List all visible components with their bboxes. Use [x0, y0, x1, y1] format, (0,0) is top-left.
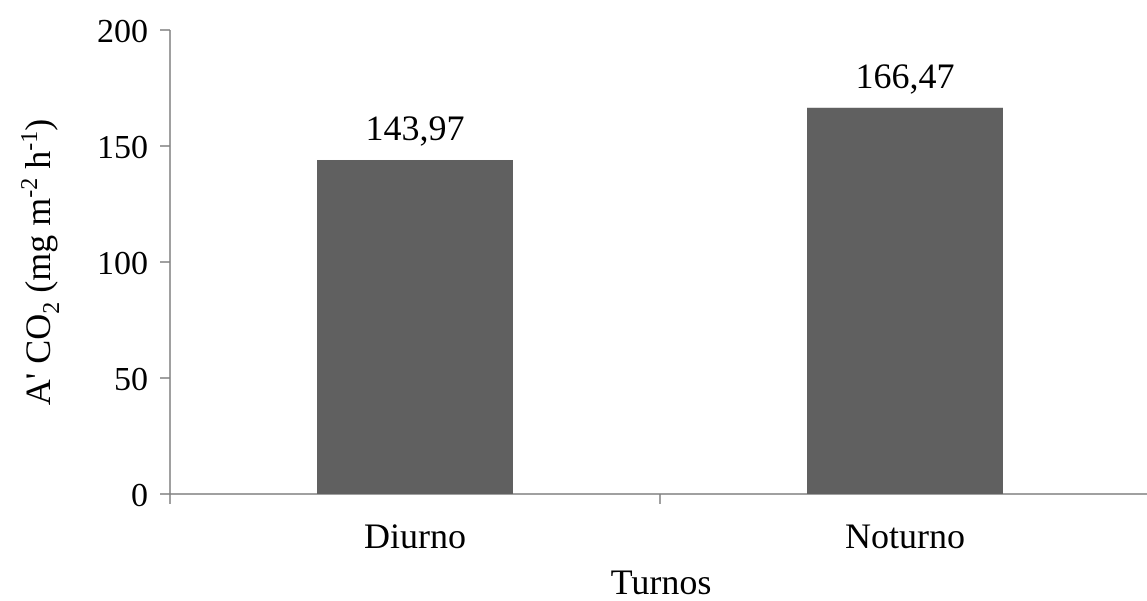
- y-tick-label: 200: [97, 13, 148, 50]
- data-label-noturno: 166,47: [856, 56, 955, 96]
- y-tick-label: 150: [97, 129, 148, 166]
- y-tick-label: 0: [131, 477, 148, 514]
- x-axis-title: Turnos: [611, 562, 712, 601]
- y-axis-title-suffix: ): [18, 119, 58, 131]
- y-axis-title-sub: 2: [39, 302, 65, 314]
- y-axis-title-prefix: A' CO: [18, 314, 58, 406]
- bars: [317, 107, 1003, 494]
- bar-noturno: [807, 107, 1003, 494]
- data-label-diurno: 143,97: [366, 108, 465, 148]
- y-axis-title-mid1: (mg m: [18, 198, 58, 302]
- y-axis: 0 50 100 150 200: [97, 13, 171, 514]
- y-tick-label: 100: [97, 245, 148, 282]
- y-axis-title-mid2: h: [18, 151, 58, 178]
- x-category-label: Noturno: [845, 516, 965, 556]
- y-axis-title-sup1: -2: [17, 178, 43, 198]
- data-labels: 143,97 166,47: [366, 56, 955, 148]
- bar-diurno: [317, 159, 513, 494]
- y-axis-title-sup2: -1: [17, 131, 43, 151]
- x-axis: Diurno Noturno: [169, 493, 1147, 556]
- y-axis-title: A' CO2 (mg m-2 h-1): [17, 119, 65, 406]
- y-tick-label: 50: [114, 361, 148, 398]
- x-category-label: Diurno: [364, 516, 466, 556]
